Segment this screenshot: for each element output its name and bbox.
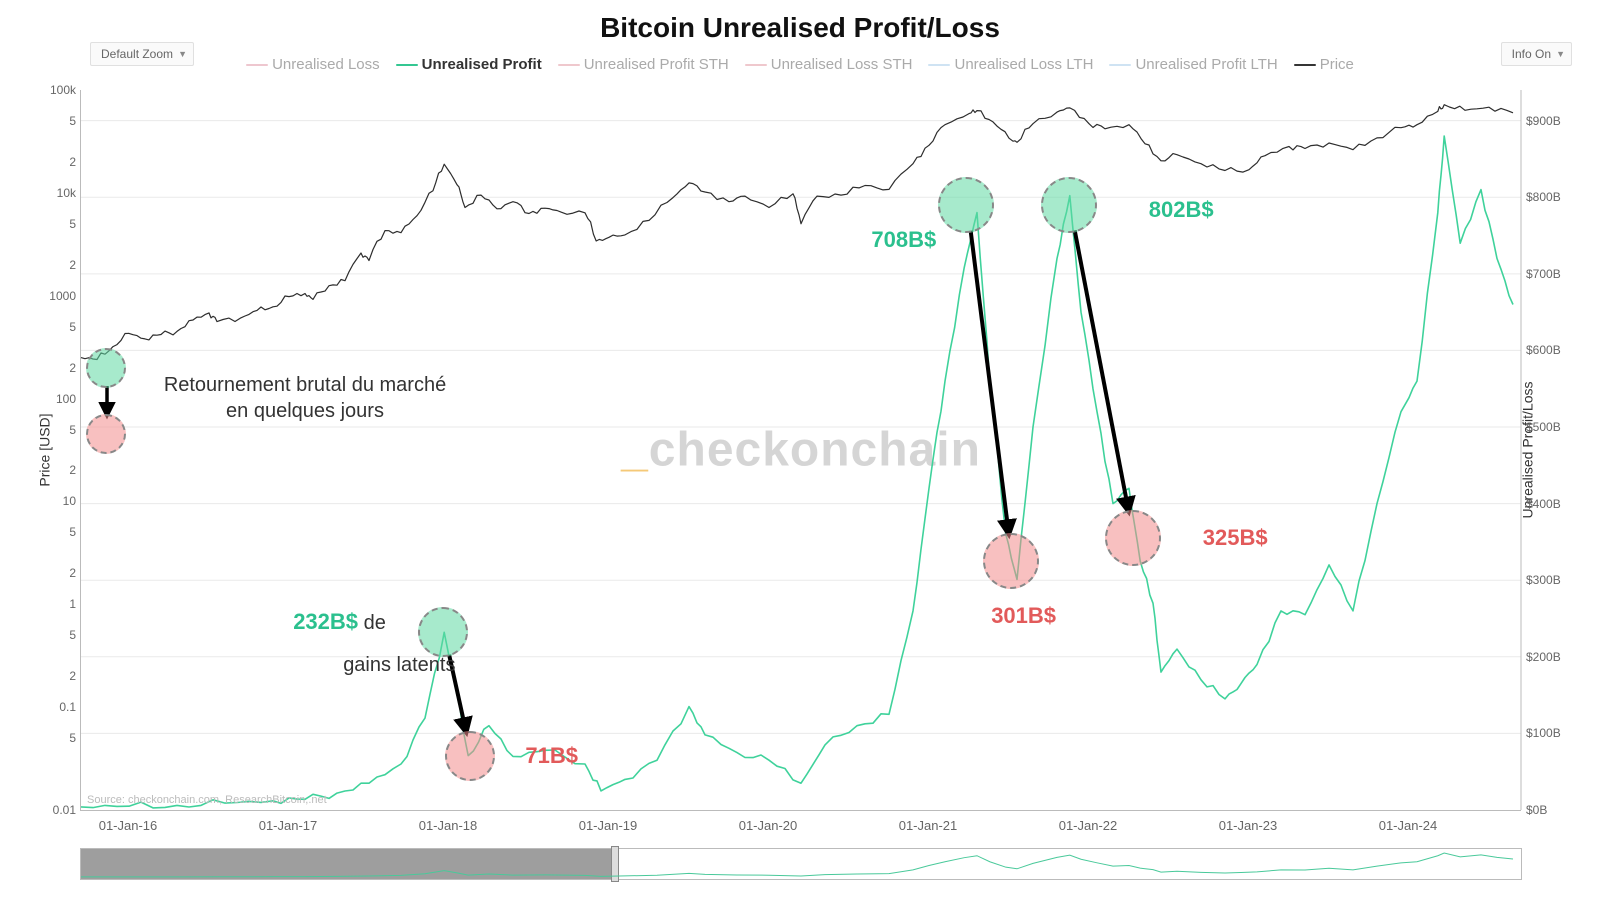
y-left-tick: 5	[16, 731, 76, 745]
y-left-tick: 5	[16, 423, 76, 437]
callout-sub-label: gains latents	[343, 652, 455, 678]
y-right-tick: $500B	[1526, 420, 1561, 434]
y-left-tick: 2	[16, 361, 76, 375]
y-right-tick: $100B	[1526, 726, 1561, 740]
callout-bot-label: 325B$	[1203, 524, 1268, 553]
legend-swatch	[1294, 64, 1316, 66]
callout-top-label: 802B$	[1149, 196, 1214, 225]
x-tick: 01-Jan-23	[1219, 818, 1278, 833]
legend-item[interactable]: Unrealised Loss	[246, 56, 380, 73]
callout-red-circle	[445, 731, 495, 781]
callout-red-circle	[1105, 510, 1161, 566]
legend-swatch	[246, 64, 268, 66]
legend-note-line2: en quelques jours	[140, 398, 470, 424]
x-tick: 01-Jan-17	[259, 818, 318, 833]
y-left-tick: 2	[16, 463, 76, 477]
callout-arrow	[1075, 230, 1129, 512]
y-right-tick: $900B	[1526, 114, 1561, 128]
source-text: Source: checkonchain.com, ResearchBitcoi…	[87, 794, 327, 806]
y-left-tick: 5	[16, 320, 76, 334]
legend: Unrealised Loss Unrealised Profit Unrealis…	[0, 56, 1600, 73]
x-tick: 01-Jan-19	[579, 818, 638, 833]
legend-label: Unrealised Profit STH	[584, 56, 729, 73]
y-right-tick: $700B	[1526, 267, 1561, 281]
legend-label: Unrealised Loss LTH	[954, 56, 1093, 73]
legend-item[interactable]: Unrealised Profit	[396, 56, 542, 73]
y-left-tick: 10	[16, 494, 76, 508]
y-left-tick: 2	[16, 258, 76, 272]
legend-label: Unrealised Loss STH	[771, 56, 913, 73]
x-tick: 01-Jan-16	[99, 818, 158, 833]
y-left-tick: 5	[16, 525, 76, 539]
legend-swatch	[745, 64, 767, 66]
chart-title: Bitcoin Unrealised Profit/Loss	[0, 12, 1600, 44]
legend-label: Unrealised Loss	[272, 56, 380, 73]
callout-bot-label: 301B$	[991, 602, 1056, 631]
callout-top-label: 708B$	[871, 226, 936, 255]
y-left-tick: 1000	[16, 289, 76, 303]
y-right-tick: $400B	[1526, 497, 1561, 511]
legend-swatch	[1109, 64, 1131, 66]
y-left-tick: 0.01	[16, 803, 76, 817]
x-tick: 01-Jan-20	[739, 818, 798, 833]
y-left-tick: 0.1	[16, 700, 76, 714]
legend-swatch	[396, 64, 418, 66]
callout-top-label: 232B$ de	[293, 608, 386, 637]
y-left-tick: 5	[16, 628, 76, 642]
y-left-tick: 1	[16, 597, 76, 611]
callout-bot-label: 71B$	[525, 742, 578, 771]
y-left-tick: 100	[16, 392, 76, 406]
legend-note-line1: Retournement brutal du marché	[140, 372, 470, 398]
x-tick: 01-Jan-22	[1059, 818, 1118, 833]
y-left-tick: 2	[16, 566, 76, 580]
callout-arrow	[971, 231, 1009, 536]
y-right-tick: $0B	[1526, 803, 1547, 817]
legend-swatch	[558, 64, 580, 66]
plot-area[interactable]: _checkonchain Source: checkonchain.com, …	[80, 90, 1521, 811]
legend-label: Unrealised Profit	[422, 56, 542, 73]
y-right-tick: $300B	[1526, 573, 1561, 587]
scrubber-mini-plot	[81, 849, 1521, 879]
callout-red-circle	[983, 533, 1039, 589]
y-left-tick: 2	[16, 669, 76, 683]
callout-green-circle	[1041, 177, 1097, 233]
legend-red-circle	[86, 414, 126, 454]
legend-item[interactable]: Unrealised Loss LTH	[928, 56, 1093, 73]
unrealised_profit-line	[81, 136, 1513, 808]
x-tick: 01-Jan-18	[419, 818, 478, 833]
y-right-tick: $800B	[1526, 190, 1561, 204]
chart-root: Bitcoin Unrealised Profit/Loss Default Z…	[0, 0, 1600, 900]
legend-green-circle	[86, 348, 126, 388]
y-left-tick: 5	[16, 114, 76, 128]
y-left-tick: 5	[16, 217, 76, 231]
plot-svg	[81, 90, 1521, 810]
legend-note: Retournement brutal du marchéen quelques…	[140, 372, 470, 424]
price-line	[81, 105, 1513, 360]
x-tick: 01-Jan-21	[899, 818, 958, 833]
y-left-tick: 100k	[16, 83, 76, 97]
legend-label: Price	[1320, 56, 1354, 73]
y-left-tick: 2	[16, 155, 76, 169]
scrubber[interactable]	[80, 848, 1522, 880]
y-right-tick: $600B	[1526, 343, 1561, 357]
legend-swatch	[928, 64, 950, 66]
x-tick: 01-Jan-24	[1379, 818, 1438, 833]
legend-item[interactable]: Price	[1294, 56, 1354, 73]
y-left-tick: 10k	[16, 186, 76, 200]
legend-item[interactable]: Unrealised Loss STH	[745, 56, 913, 73]
legend-item[interactable]: Unrealised Profit LTH	[1109, 56, 1277, 73]
callout-green-circle	[418, 607, 468, 657]
legend-label: Unrealised Profit LTH	[1135, 56, 1277, 73]
y-right-tick: $200B	[1526, 650, 1561, 664]
legend-item[interactable]: Unrealised Profit STH	[558, 56, 729, 73]
callout-green-circle	[938, 177, 994, 233]
